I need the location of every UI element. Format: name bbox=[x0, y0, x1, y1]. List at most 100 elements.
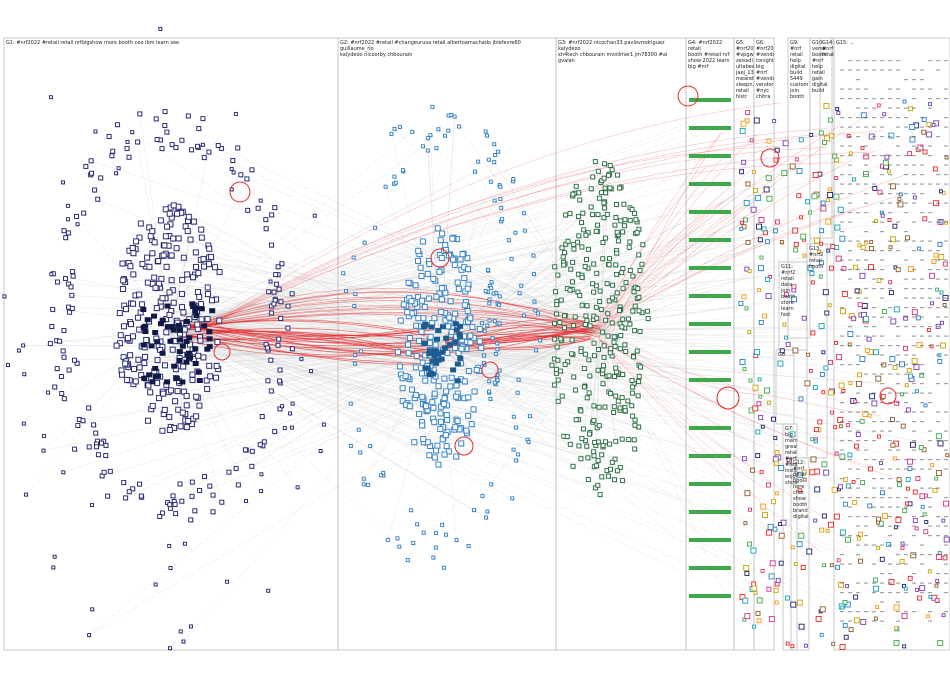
node bbox=[61, 228, 67, 234]
node-label-mark bbox=[880, 202, 884, 204]
node bbox=[276, 286, 282, 292]
node bbox=[608, 466, 613, 472]
node bbox=[458, 440, 465, 447]
node bbox=[555, 272, 561, 278]
node bbox=[619, 436, 625, 442]
node bbox=[627, 321, 633, 327]
node-label-mark bbox=[904, 240, 908, 242]
node-core bbox=[209, 308, 216, 314]
node bbox=[766, 586, 772, 592]
node bbox=[636, 379, 642, 385]
node bbox=[189, 479, 195, 485]
node bbox=[876, 278, 882, 283]
node bbox=[935, 470, 942, 476]
node-label-mark bbox=[840, 535, 844, 537]
node-label-mark bbox=[920, 402, 924, 404]
edge bbox=[599, 329, 719, 559]
node-label-mark bbox=[944, 60, 948, 62]
node bbox=[168, 252, 175, 259]
node-label-mark bbox=[872, 440, 876, 442]
node bbox=[836, 111, 841, 115]
node-label-mark bbox=[928, 582, 932, 584]
node bbox=[492, 319, 497, 324]
node-core bbox=[457, 334, 464, 340]
edge bbox=[439, 347, 811, 375]
edge bbox=[251, 347, 441, 467]
node bbox=[271, 289, 277, 295]
node bbox=[868, 246, 874, 251]
node bbox=[614, 290, 620, 296]
node bbox=[873, 577, 879, 583]
node bbox=[834, 176, 839, 180]
cross-edge bbox=[199, 145, 779, 331]
node-label-mark bbox=[888, 478, 892, 480]
node-label-mark bbox=[912, 468, 916, 470]
node bbox=[928, 102, 933, 107]
node bbox=[800, 565, 806, 570]
node bbox=[794, 157, 799, 162]
node bbox=[116, 166, 121, 171]
node bbox=[937, 640, 944, 647]
node bbox=[600, 381, 606, 387]
node bbox=[72, 446, 78, 452]
node-label-mark bbox=[872, 126, 876, 128]
edge bbox=[599, 163, 758, 331]
node bbox=[829, 265, 834, 271]
node bbox=[926, 122, 932, 127]
node bbox=[827, 303, 832, 308]
node bbox=[511, 177, 516, 181]
node bbox=[881, 309, 887, 314]
cross-edge bbox=[592, 170, 751, 334]
edge bbox=[43, 329, 601, 451]
node bbox=[259, 472, 264, 477]
cross-edge bbox=[599, 208, 855, 328]
node bbox=[921, 117, 927, 123]
node-core bbox=[190, 304, 197, 310]
node bbox=[760, 503, 767, 510]
node bbox=[886, 169, 891, 174]
node bbox=[587, 431, 592, 437]
node bbox=[842, 600, 848, 605]
node bbox=[785, 595, 790, 601]
node bbox=[932, 166, 938, 172]
node-label-mark bbox=[848, 364, 852, 366]
node-label-mark bbox=[912, 202, 916, 204]
node bbox=[580, 210, 586, 216]
node bbox=[412, 391, 419, 398]
edge bbox=[182, 211, 441, 349]
node bbox=[834, 340, 839, 345]
node bbox=[774, 600, 779, 605]
node-label-mark bbox=[920, 516, 924, 518]
node-label-mark bbox=[848, 430, 852, 432]
node bbox=[935, 579, 940, 583]
node-label-mark bbox=[864, 240, 868, 242]
node bbox=[809, 132, 814, 137]
edge bbox=[169, 329, 427, 407]
node-label-mark bbox=[864, 259, 868, 261]
node bbox=[916, 341, 923, 348]
node bbox=[629, 206, 635, 212]
node-label-mark bbox=[888, 373, 892, 375]
node-label-mark bbox=[896, 525, 900, 527]
node bbox=[54, 366, 60, 372]
node bbox=[358, 450, 363, 455]
node bbox=[554, 344, 560, 350]
node bbox=[581, 366, 587, 371]
node bbox=[822, 289, 829, 296]
node bbox=[742, 617, 747, 622]
node-label-mark bbox=[856, 98, 860, 100]
node-label-mark bbox=[840, 88, 844, 90]
node bbox=[808, 368, 813, 373]
group-label: G12: #nrf retail figo here chat show boo… bbox=[793, 460, 809, 520]
node bbox=[59, 391, 65, 396]
node bbox=[921, 129, 927, 135]
node bbox=[601, 175, 607, 181]
group-label: G13: #nrf2 retail booth bbox=[809, 246, 824, 270]
node bbox=[841, 388, 846, 393]
node bbox=[765, 482, 771, 488]
node bbox=[934, 583, 939, 588]
node bbox=[858, 531, 864, 537]
group-label: G3: #nrf2022 nicochan33 pavlovrodriguez … bbox=[558, 40, 668, 64]
node-label-mark bbox=[872, 373, 876, 375]
node bbox=[551, 382, 557, 388]
